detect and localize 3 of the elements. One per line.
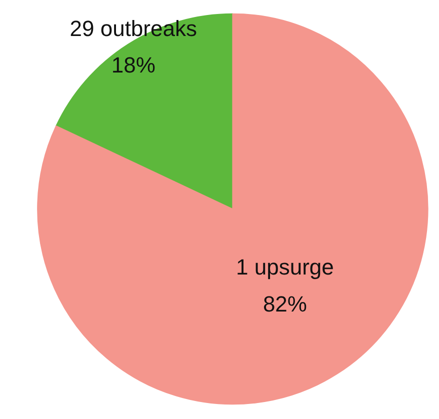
data-label: 18% [111,52,156,78]
data-label: 82% [262,291,307,316]
slice-label: 1 upsurge [236,254,334,280]
